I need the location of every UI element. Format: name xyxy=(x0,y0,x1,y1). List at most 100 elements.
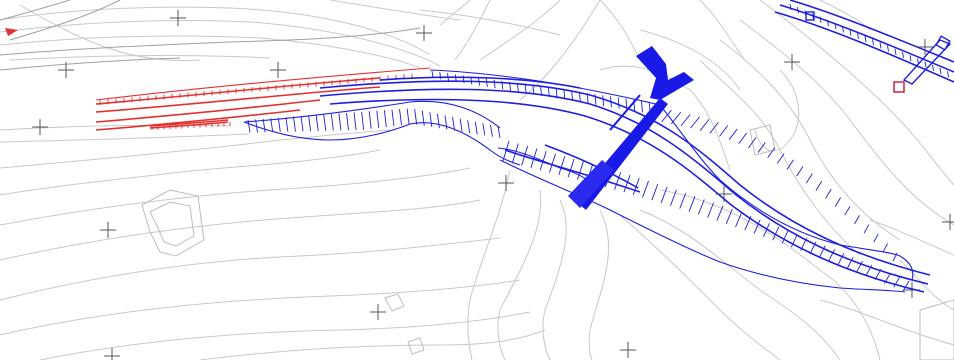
hatch-tick xyxy=(346,112,349,131)
hatch-tick xyxy=(642,180,649,198)
grid-cross xyxy=(620,342,636,358)
hatch-tick xyxy=(549,153,556,173)
hatch-tick xyxy=(902,280,910,292)
hatch-tick xyxy=(670,111,682,125)
hatch-tick xyxy=(857,32,859,39)
hatch-tick xyxy=(516,83,519,93)
hatch-tick xyxy=(482,123,486,136)
hatch-tick xyxy=(864,35,867,43)
hatch-tick xyxy=(697,199,705,215)
hatch-tick xyxy=(872,39,874,46)
hatch-tick xyxy=(383,110,387,128)
hatch-tick xyxy=(849,29,852,36)
hatch-tick xyxy=(882,243,888,252)
hatch-tick xyxy=(399,109,402,126)
hatch-tick xyxy=(623,175,631,193)
hatch-tick xyxy=(277,117,281,132)
hatch-tick xyxy=(530,148,538,169)
hatch-tick xyxy=(819,16,822,23)
grid-cross xyxy=(498,175,514,191)
hatch-tick xyxy=(856,260,863,273)
hatch-tick xyxy=(781,230,789,244)
bridge-deck xyxy=(568,46,694,210)
hatch-tick xyxy=(315,115,319,132)
grid-cross xyxy=(917,39,933,55)
hatch-tick xyxy=(939,67,942,75)
grid-cross xyxy=(32,119,48,135)
existing-slope-hatch xyxy=(99,73,413,130)
hatch-tick xyxy=(406,108,410,125)
hatch-tick xyxy=(818,245,826,258)
hatch-tick xyxy=(330,113,334,131)
hatch-tick xyxy=(716,205,724,221)
new-slope-hatch xyxy=(247,70,910,292)
hatch-tick xyxy=(452,116,455,131)
hatch-tick xyxy=(887,45,889,52)
hatch-tick xyxy=(680,114,691,127)
new-alignment xyxy=(319,76,931,293)
hatch-tick xyxy=(894,48,897,55)
hatch-tick xyxy=(688,196,696,212)
hatch-tick xyxy=(763,223,770,237)
hatch-tick xyxy=(789,3,792,11)
hatch-tick xyxy=(790,234,798,248)
hatch-tick xyxy=(772,226,780,241)
hatch-tick xyxy=(776,153,785,164)
hatch-tick xyxy=(757,142,766,153)
hatch-tick xyxy=(842,26,844,33)
hatch-tick xyxy=(558,156,566,176)
hatch-tick xyxy=(767,147,776,158)
secondary-alignment xyxy=(774,0,954,93)
hatch-tick xyxy=(893,276,901,288)
hatch-tick xyxy=(436,113,440,129)
hatch-tick xyxy=(892,252,898,262)
hatch-tick xyxy=(617,97,620,109)
hatch-tick xyxy=(576,161,584,180)
hatch-tick xyxy=(924,61,927,68)
hatch-tick xyxy=(932,64,934,71)
hatch-tick xyxy=(786,159,794,170)
hatch-tick xyxy=(459,118,463,132)
hatch-tick xyxy=(285,117,289,132)
hatch-tick xyxy=(828,249,835,262)
hatch-tick xyxy=(709,121,719,134)
hatch-tick xyxy=(909,55,912,62)
hatch-tick xyxy=(262,118,266,133)
hatch-tick xyxy=(641,100,643,113)
hatch-tick xyxy=(827,19,829,27)
hatch-tick xyxy=(338,113,342,131)
grid-cross xyxy=(100,222,116,238)
hatch-tick xyxy=(444,115,448,130)
hatch-tick xyxy=(270,118,274,133)
hatch-tick xyxy=(707,202,715,218)
hatch-tick xyxy=(863,224,870,234)
hatch-tick xyxy=(873,233,879,243)
hatch-tick xyxy=(902,51,904,59)
hatch-tick xyxy=(539,151,547,171)
hatch-tick xyxy=(660,186,668,204)
hatch-tick xyxy=(805,173,813,184)
hatch-tick xyxy=(651,183,659,201)
hatch-tick xyxy=(825,189,832,199)
hatch-tick xyxy=(376,110,380,128)
existing-alignment xyxy=(5,28,431,131)
hatch-tick xyxy=(725,209,733,224)
hatch-tick xyxy=(485,78,488,87)
hatch-tick xyxy=(854,215,860,225)
hatch-tick xyxy=(293,116,296,132)
hatch-tick xyxy=(661,109,672,123)
secondary-slope-hatch xyxy=(789,3,949,78)
hatch-tick xyxy=(947,71,949,78)
hatch-tick xyxy=(837,253,845,266)
hatch-tick xyxy=(493,79,496,89)
hatch-tick xyxy=(614,172,622,190)
hatch-tick xyxy=(567,158,575,178)
hatch-tick xyxy=(467,120,471,134)
hatch-tick xyxy=(429,112,433,128)
hatch-tick xyxy=(255,119,259,133)
hatch-tick xyxy=(670,189,677,206)
hatch-tick xyxy=(602,95,605,107)
hatch-tick xyxy=(738,132,747,144)
